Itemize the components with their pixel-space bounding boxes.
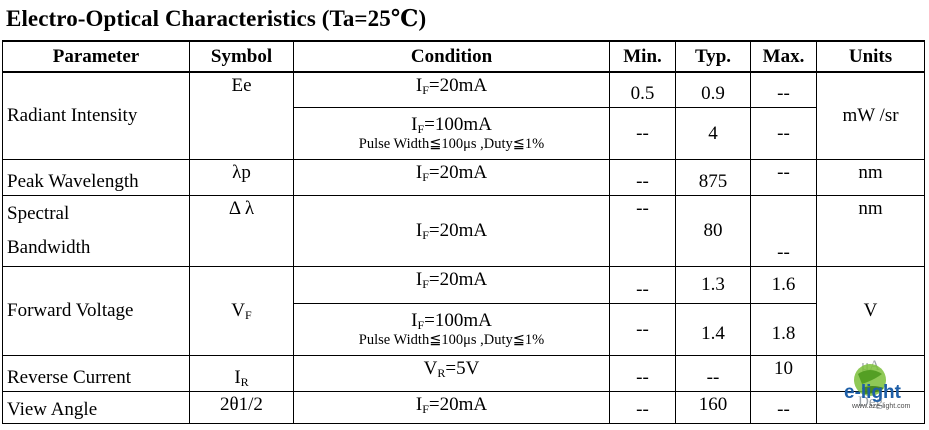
header-min: Min. xyxy=(609,40,676,73)
condition-cell: IF=20mA xyxy=(293,158,610,196)
max-value: 1.6 xyxy=(750,265,817,304)
table-row: IF=100mA Pulse Width≦100μs ,Duty≦1% -- 4 … xyxy=(3,106,925,160)
units-value: nm xyxy=(816,158,925,196)
symbol-lambda-p: λp xyxy=(189,158,294,196)
table-row: Reverse Current IR VR=5V -- -- 10 μA xyxy=(2,354,925,392)
condition-cell: IF=100mA Pulse Width≦100μs ,Duty≦1% xyxy=(293,106,610,160)
min-value: 0.5 xyxy=(609,71,676,108)
param-reverse-current: Reverse Current xyxy=(2,354,190,392)
header-symbol: Symbol xyxy=(189,40,294,73)
units-value: mW /sr xyxy=(816,71,925,160)
header-units: Units xyxy=(816,40,925,73)
header-max: Max. xyxy=(750,40,817,73)
min-value: -- xyxy=(609,194,676,267)
condition-cell: IF=20mA xyxy=(293,390,610,424)
condition-cell: VR=5V xyxy=(293,354,610,392)
min-value: -- xyxy=(609,302,676,356)
symbol-vf: VF xyxy=(189,265,294,356)
symbol-ee: Ee xyxy=(189,71,294,160)
typ-value: 875 xyxy=(675,158,751,196)
typ-value: 4 xyxy=(675,106,751,160)
table-row: Spectral Bandwidth Δ λ IF=20mA -- 80 -- n… xyxy=(2,194,925,267)
pulse-note: Pulse Width≦100μs ,Duty≦1% xyxy=(358,331,545,348)
param-forward-voltage: Forward Voltage xyxy=(2,265,190,356)
max-value: -- xyxy=(750,71,817,108)
param-radiant-intensity: Radiant Intensity xyxy=(2,71,190,160)
table-row: Radiant Intensity Ee IF=20mA 0.5 0.9 -- … xyxy=(2,71,925,160)
typ-value: 1.4 xyxy=(675,302,751,356)
param-view-angle: View Angle xyxy=(2,390,190,424)
symbol-delta-lambda: Δ λ xyxy=(189,194,294,267)
max-value: -- xyxy=(750,158,817,196)
min-value: -- xyxy=(609,158,676,196)
logo-text: e-light xyxy=(844,382,902,403)
condition-cell: IF=20mA xyxy=(293,265,610,304)
header-condition: Condition xyxy=(293,40,610,73)
units-value: nm xyxy=(816,194,925,267)
symbol-2theta: 2θ1/2 xyxy=(189,390,294,424)
typ-value: 80 xyxy=(675,194,751,267)
param-spectral-bandwidth: Spectral Bandwidth xyxy=(2,194,190,267)
header-typ: Typ. xyxy=(675,40,751,73)
logo-url: www.aze-light.com xyxy=(851,403,911,410)
characteristics-table: Parameter Symbol Condition Min. Typ. Max… xyxy=(2,40,925,424)
min-value: -- xyxy=(609,390,676,424)
max-value: -- xyxy=(750,106,817,160)
symbol-ir: IR xyxy=(189,354,294,392)
typ-value: -- xyxy=(675,354,751,392)
condition-cell: IF=20mA xyxy=(293,194,610,267)
table-row: IF=100mA Pulse Width≦100μs ,Duty≦1% -- 1.… xyxy=(3,302,925,356)
min-value: -- xyxy=(609,354,676,392)
param-peak-wavelength: Peak Wavelength xyxy=(2,158,190,196)
typ-value: 160 xyxy=(675,390,751,424)
condition-cell: IF=100mA Pulse Width≦100μs ,Duty≦1% xyxy=(293,302,610,356)
max-value: -- xyxy=(750,194,817,267)
max-value: 10 xyxy=(750,354,817,392)
e-light-logo: e-light www.aze-light.com xyxy=(844,364,911,410)
typ-value: 1.3 xyxy=(675,265,751,304)
min-value: -- xyxy=(609,265,676,304)
table-row: View Angle 2θ1/2 IF=20mA -- 160 -- Deg xyxy=(2,390,925,424)
max-value: -- xyxy=(750,390,817,424)
max-value: 1.8 xyxy=(750,302,817,356)
condition-cell: IF=20mA xyxy=(293,71,610,108)
typ-value: 0.9 xyxy=(675,71,751,108)
page-title: Electro-Optical Characteristics (Ta=25℃) xyxy=(6,6,427,31)
table-row: Peak Wavelength λp IF=20mA -- 875 -- nm xyxy=(2,158,925,196)
pulse-note: Pulse Width≦100μs ,Duty≦1% xyxy=(358,135,545,152)
header-parameter: Parameter xyxy=(2,40,190,73)
table-row: Forward Voltage VF IF=20mA -- 1.3 1.6 V xyxy=(2,265,925,356)
units-value: V xyxy=(816,265,925,356)
min-value: -- xyxy=(609,106,676,160)
